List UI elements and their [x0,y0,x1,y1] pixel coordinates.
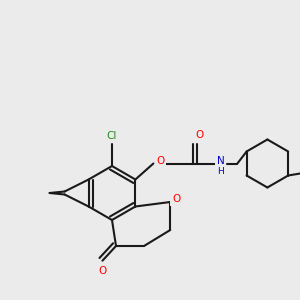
Text: Cl: Cl [107,131,117,141]
Text: O: O [98,266,106,276]
Text: O: O [172,194,180,204]
Text: O: O [156,157,164,166]
Text: O: O [195,130,203,140]
Text: H: H [217,167,224,176]
Text: N: N [217,157,224,166]
